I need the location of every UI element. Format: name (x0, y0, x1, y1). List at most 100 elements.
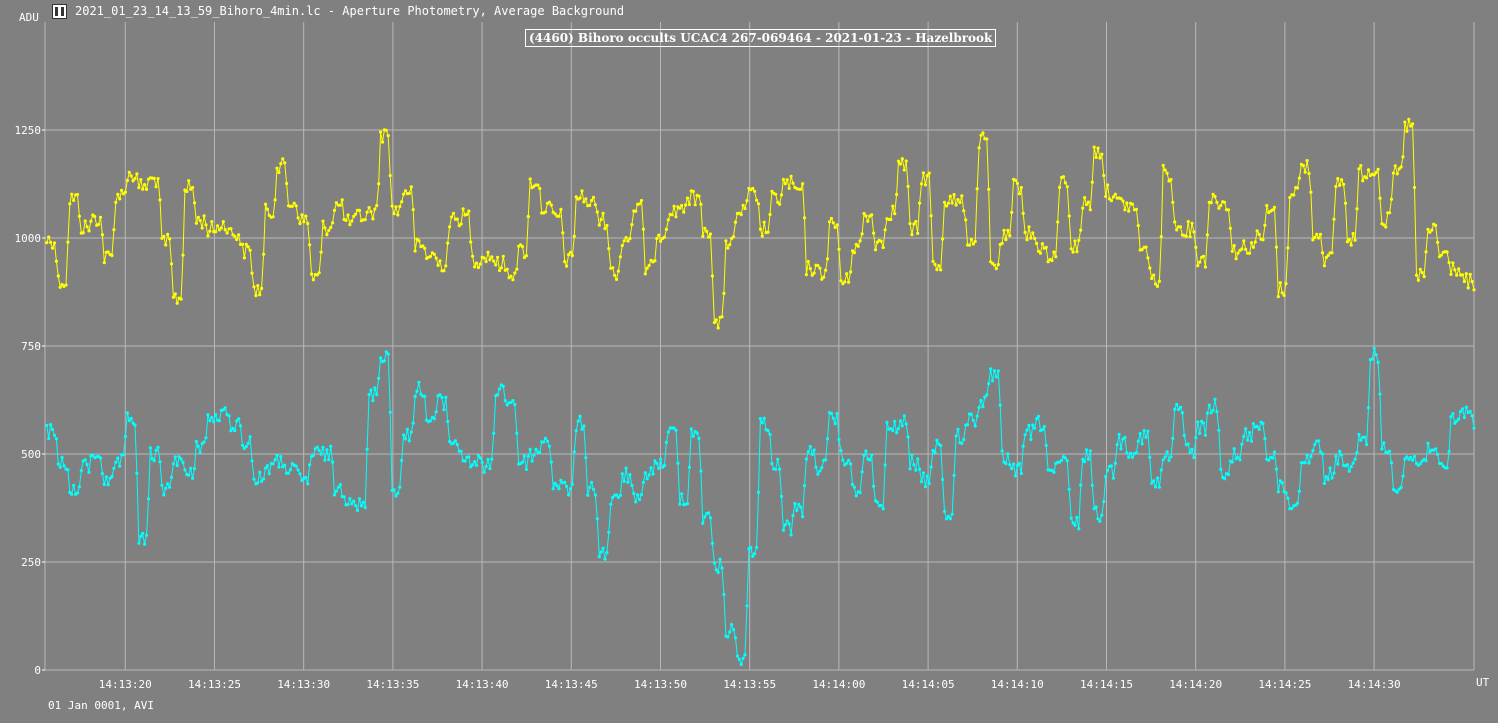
series-2-point (787, 522, 791, 526)
series-1-point (879, 239, 883, 243)
series-1-point (595, 210, 599, 214)
series-2-point (217, 419, 221, 423)
series-2-point (1088, 449, 1092, 453)
series-2-point (1000, 449, 1004, 453)
series-2-point (1349, 465, 1353, 469)
series-1-point (352, 214, 356, 218)
series-1-point (1130, 202, 1135, 206)
series-2-point (1173, 407, 1177, 411)
series-1-point (1261, 238, 1265, 242)
series-1-point (369, 210, 373, 214)
x-tick-label: 14:13:20 (99, 678, 152, 691)
series-1-point (1276, 295, 1280, 299)
series-1-point (910, 233, 914, 237)
series-1-point (950, 201, 954, 205)
series-1-point (1340, 178, 1344, 182)
series-2-point (626, 480, 630, 484)
series-2-point (950, 512, 954, 516)
series-1-point (202, 214, 206, 218)
series-2-point (595, 517, 599, 521)
series-2-point (680, 492, 684, 496)
series-2-point (473, 460, 477, 464)
series-1-point (1353, 238, 1357, 242)
series-2-point (273, 458, 277, 462)
series-2-point (288, 468, 292, 472)
series-1-point (637, 202, 642, 206)
series-1-point (687, 202, 692, 207)
series-2-point (952, 473, 956, 477)
series-1-point (100, 233, 104, 237)
series-2-point (902, 414, 906, 418)
series-1-point (1008, 234, 1012, 238)
series-1-point (323, 226, 327, 230)
series-1-point (402, 192, 406, 196)
series-1-point (751, 186, 755, 191)
series-2-point (227, 414, 231, 418)
series-1-point (281, 157, 285, 161)
series-1-point (760, 234, 764, 238)
series-1-point (1326, 253, 1330, 257)
series-2-point (590, 480, 594, 484)
series-2-point (960, 441, 964, 445)
series-2-point (551, 487, 555, 491)
series-2-point (1363, 435, 1367, 439)
series-2-point (576, 419, 580, 423)
series-1-point (607, 247, 611, 251)
series-2-point (1244, 427, 1248, 431)
series-1-point (68, 202, 72, 206)
series-1-point (133, 177, 137, 181)
lightcurve-app-icon (52, 4, 67, 19)
series-2-point (557, 487, 561, 491)
series-2-point (1248, 430, 1252, 435)
series-2-point (1255, 424, 1259, 428)
series-1-point (250, 271, 254, 275)
series-2-point (455, 443, 459, 447)
series-2-point (1257, 427, 1261, 431)
series-1-point (1439, 253, 1443, 257)
series-2-point (54, 437, 59, 441)
series-2-point (327, 458, 331, 462)
series-2-point (563, 480, 567, 484)
series-1-point (1119, 197, 1123, 201)
series-1-point (643, 272, 647, 276)
series-1-point (110, 253, 114, 258)
series-1-point (536, 183, 540, 187)
series-2-point (944, 517, 949, 521)
series-1-point (1165, 171, 1169, 175)
series-1-point (1455, 273, 1459, 277)
series-2-point (1086, 457, 1090, 461)
series-2-point (532, 453, 536, 457)
series-1-point (1031, 231, 1035, 235)
series-1-point (490, 255, 494, 259)
series-2-point (139, 534, 143, 539)
series-2-point (102, 482, 106, 487)
x-tick-label: 14:14:00 (812, 678, 865, 691)
series-2-point (223, 406, 227, 410)
series-1-point (1426, 227, 1430, 231)
series-1-point (802, 216, 807, 220)
series-2-point (212, 420, 216, 424)
series-2-point (987, 382, 991, 386)
series-2-point (989, 367, 993, 371)
series-1-point (985, 137, 989, 141)
series-1-point (1006, 228, 1010, 232)
series-1-point (1192, 230, 1196, 234)
series-1-point (52, 241, 57, 245)
series-2-point (639, 493, 644, 497)
series-2-point (726, 635, 730, 639)
series-1-point (684, 203, 688, 207)
series-1-point (1343, 201, 1348, 205)
series-2-point (1180, 411, 1184, 415)
series-2-point (879, 503, 883, 507)
series-1-point (233, 234, 237, 238)
series-1-point (156, 177, 160, 181)
series-1-point (647, 263, 651, 268)
series-2-point (198, 451, 202, 455)
series-2-point (1401, 474, 1405, 478)
series-1-point (1242, 239, 1246, 243)
series-1-point (451, 211, 456, 215)
series-1-point (1000, 241, 1004, 245)
series-1-point (321, 219, 325, 223)
series-2-point (423, 394, 427, 398)
series-2-point (348, 497, 352, 501)
